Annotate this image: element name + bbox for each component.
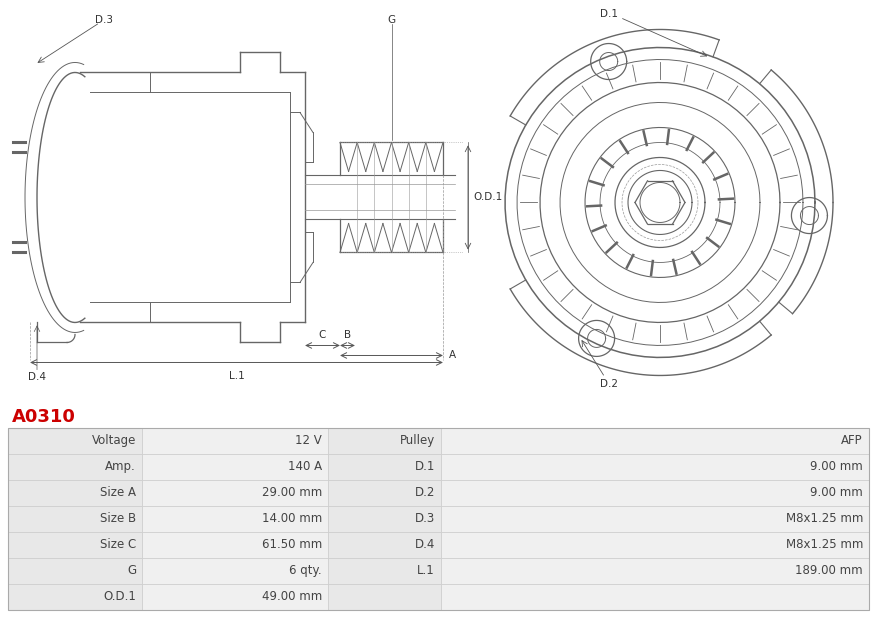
Text: L.1: L.1: [417, 564, 435, 578]
Text: Size A: Size A: [100, 486, 136, 499]
Text: B: B: [344, 330, 351, 341]
Text: Voltage: Voltage: [92, 434, 136, 447]
Bar: [142, 454, 328, 480]
Text: Size C: Size C: [100, 538, 136, 551]
Text: 189.00 mm: 189.00 mm: [796, 564, 863, 578]
Bar: [441, 558, 869, 584]
Text: 140 A: 140 A: [288, 460, 322, 473]
Bar: [328, 506, 441, 532]
Text: D.4: D.4: [28, 373, 46, 383]
Bar: [441, 584, 869, 610]
Text: Pulley: Pulley: [400, 434, 435, 447]
Bar: [142, 532, 328, 558]
Bar: [328, 454, 441, 480]
Text: Amp.: Amp.: [105, 460, 136, 473]
Bar: [8, 506, 142, 532]
Bar: [441, 532, 869, 558]
Text: 9.00 mm: 9.00 mm: [810, 486, 863, 499]
Text: G: G: [388, 16, 396, 26]
Text: D.2: D.2: [600, 379, 618, 389]
Bar: [8, 480, 142, 506]
Bar: [8, 427, 142, 454]
Text: 61.50 mm: 61.50 mm: [261, 538, 322, 551]
Bar: [8, 558, 142, 584]
Text: D.3: D.3: [95, 16, 113, 26]
Bar: [328, 532, 441, 558]
Text: 12 V: 12 V: [295, 434, 322, 447]
Text: D.3: D.3: [415, 512, 435, 525]
Text: AFP: AFP: [841, 434, 863, 447]
Bar: [328, 584, 441, 610]
Text: O.D.1: O.D.1: [473, 193, 502, 202]
Text: M8x1.25 mm: M8x1.25 mm: [786, 538, 863, 551]
Bar: [142, 584, 328, 610]
Bar: [8, 584, 142, 610]
Text: D.1: D.1: [600, 9, 618, 19]
Bar: [8, 454, 142, 480]
Text: D.2: D.2: [414, 486, 435, 499]
Bar: [8, 532, 142, 558]
Text: C: C: [319, 330, 326, 341]
Bar: [441, 506, 869, 532]
Bar: [441, 427, 869, 454]
Bar: [142, 427, 328, 454]
Text: A: A: [449, 351, 456, 361]
Bar: [142, 480, 328, 506]
Text: 49.00 mm: 49.00 mm: [261, 591, 322, 604]
Text: M8x1.25 mm: M8x1.25 mm: [786, 512, 863, 525]
Text: 9.00 mm: 9.00 mm: [810, 460, 863, 473]
Text: 29.00 mm: 29.00 mm: [261, 486, 322, 499]
Text: 6 qty.: 6 qty.: [290, 564, 322, 578]
Text: G: G: [127, 564, 136, 578]
Text: L.1: L.1: [228, 371, 244, 381]
Text: A0310: A0310: [12, 407, 76, 426]
Bar: [328, 558, 441, 584]
Bar: [8, 427, 869, 610]
Text: D.4: D.4: [414, 538, 435, 551]
Bar: [328, 480, 441, 506]
Bar: [142, 506, 328, 532]
Text: D.1: D.1: [414, 460, 435, 473]
Text: 14.00 mm: 14.00 mm: [261, 512, 322, 525]
Bar: [142, 558, 328, 584]
Text: O.D.1: O.D.1: [103, 591, 136, 604]
Bar: [328, 427, 441, 454]
Text: Size B: Size B: [100, 512, 136, 525]
Bar: [441, 480, 869, 506]
Bar: [441, 454, 869, 480]
